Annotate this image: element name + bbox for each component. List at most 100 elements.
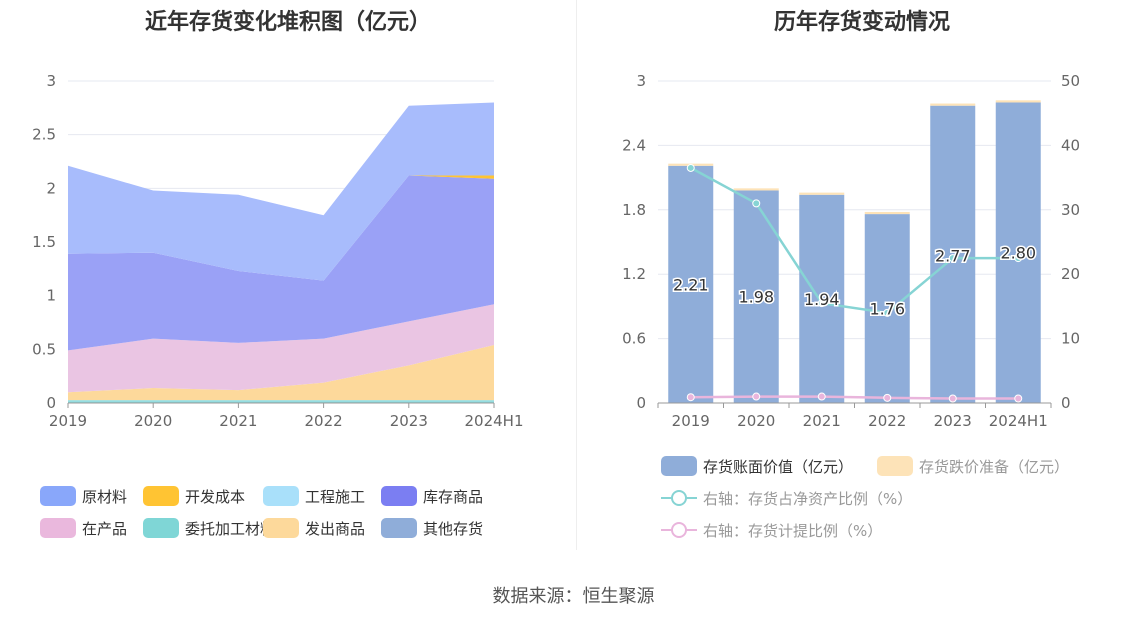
legend-swatch bbox=[381, 518, 417, 538]
legend-label: 工程施工 bbox=[305, 487, 366, 506]
line-point-1 bbox=[752, 392, 761, 401]
right-legend-item[interactable]: 存货跌价准备（亿元） bbox=[877, 455, 1069, 477]
line-point-0 bbox=[752, 199, 761, 208]
right-x-tick-label: 2021 bbox=[803, 412, 841, 430]
inventory-value-bar bbox=[668, 165, 714, 403]
bar-value-label: 2.77 bbox=[935, 247, 971, 266]
left-y-tick-label: 0 bbox=[46, 394, 56, 412]
legend-swatch bbox=[263, 486, 299, 506]
legend-swatch bbox=[381, 486, 417, 506]
bar-value-label: 1.76 bbox=[869, 300, 905, 319]
legend-swatch bbox=[143, 486, 179, 506]
right-left-y-tick-label: 0.6 bbox=[622, 330, 646, 348]
left-x-tick-label: 2020 bbox=[134, 412, 172, 430]
legend-swatch bbox=[263, 518, 299, 538]
line-point-1 bbox=[883, 393, 892, 402]
right-x-tick-label: 2023 bbox=[934, 412, 972, 430]
legend-label: 原材料 bbox=[82, 487, 128, 506]
right-right-y-tick-label: 30 bbox=[1061, 201, 1080, 219]
bar-value-label: 1.94 bbox=[804, 290, 840, 309]
line-point-0 bbox=[686, 163, 695, 172]
impairment-reserve-bar bbox=[864, 211, 910, 215]
right-right-y-tick-label: 50 bbox=[1061, 72, 1080, 90]
legend-label: 委托加工材料 bbox=[185, 519, 276, 538]
left-y-tick-label: 2 bbox=[46, 179, 56, 197]
right-legend-item[interactable]: 右轴：存货计提比例（%） bbox=[661, 519, 882, 541]
left-y-tick-label: 1.5 bbox=[32, 233, 56, 251]
right-legend-item[interactable]: 存货账面价值（亿元） bbox=[661, 455, 853, 477]
right-left-y-tick-label: 1.8 bbox=[622, 201, 646, 219]
legend-swatch bbox=[40, 486, 76, 506]
legend-swatch bbox=[661, 488, 697, 508]
impairment-reserve-bar bbox=[799, 192, 845, 195]
bar-value-label: 2.80 bbox=[1000, 243, 1036, 262]
right-x-tick-label: 2022 bbox=[868, 412, 906, 430]
legend-swatch bbox=[143, 518, 179, 538]
legend-label: 存货账面价值（亿元） bbox=[703, 457, 854, 476]
right-right-y-tick-label: 20 bbox=[1061, 265, 1080, 283]
left-x-tick-label: 2022 bbox=[305, 412, 343, 430]
legend-label: 库存商品 bbox=[423, 487, 484, 506]
left-x-tick-label: 2024H1 bbox=[465, 412, 524, 430]
bar-value-label: 1.98 bbox=[738, 288, 774, 307]
impairment-reserve-bar bbox=[930, 103, 976, 106]
stacked-area-chart: 0 0.5 1 1.5 2 2.5 3 2019 2020 2021 2022 2023 2024H1 bbox=[32, 72, 524, 430]
area-series-2 bbox=[68, 345, 494, 401]
right-chart-panel: 历年存货变动情况 0 0.6 1.2 1.8 2.4 3 0 10 20 30 40 50 2.21 1.… bbox=[577, 0, 1147, 560]
left-legend-item[interactable]: 委托加工材料 bbox=[143, 517, 275, 539]
impairment-reserve-bar bbox=[733, 188, 779, 191]
data-source-text: 数据来源：恒生聚源 bbox=[492, 586, 655, 607]
line-point-1 bbox=[686, 393, 695, 402]
line-point-0 bbox=[948, 254, 957, 263]
left-legend-item[interactable]: 工程施工 bbox=[263, 485, 365, 507]
right-chart-title: 历年存货变动情况 bbox=[773, 10, 950, 35]
left-chart-title: 近年存货变化堆积图（亿元） bbox=[144, 10, 431, 35]
inventory-value-bar bbox=[799, 194, 845, 403]
left-y-tick-label: 3 bbox=[46, 72, 56, 90]
line-point-0 bbox=[883, 308, 892, 317]
legend-label: 其他存货 bbox=[423, 519, 484, 538]
right-legend-item[interactable]: 右轴：存货占净资产比例（%） bbox=[661, 487, 912, 509]
impairment-reserve-bar bbox=[995, 100, 1041, 103]
left-legend-item[interactable]: 库存商品 bbox=[381, 485, 483, 507]
line-series-1 bbox=[690, 395, 1019, 400]
left-legend-item[interactable]: 发出商品 bbox=[263, 517, 365, 539]
area-series-7 bbox=[68, 102, 494, 281]
bar-value-label: 2.21 bbox=[673, 275, 709, 294]
right-x-tick-label: 2020 bbox=[737, 412, 775, 430]
left-legend-item[interactable]: 其他存货 bbox=[381, 517, 483, 539]
legend-label: 发出商品 bbox=[305, 519, 366, 538]
left-legend-item[interactable]: 在产品 bbox=[40, 517, 127, 539]
right-x-tick-label: 2019 bbox=[672, 412, 710, 430]
legend-label: 开发成本 bbox=[185, 487, 246, 506]
right-right-y-tick-label: 10 bbox=[1061, 330, 1080, 348]
right-left-y-tick-label: 3 bbox=[636, 72, 646, 90]
panel-divider bbox=[576, 0, 577, 550]
line-point-1 bbox=[948, 394, 957, 403]
inventory-value-bar bbox=[995, 102, 1041, 403]
left-y-tick-label: 2.5 bbox=[32, 126, 56, 144]
line-point-1 bbox=[817, 392, 826, 401]
line-point-0 bbox=[1014, 254, 1023, 263]
legend-swatch bbox=[877, 456, 913, 476]
left-x-tick-label: 2019 bbox=[49, 412, 87, 430]
legend-label: 存货跌价准备（亿元） bbox=[919, 457, 1070, 476]
left-chart-panel: 近年存货变化堆积图（亿元） 0 0.5 1 1.5 2 2.5 3 2019 2020 2021 2… bbox=[0, 0, 576, 560]
legend-label: 右轴：存货计提比例（%） bbox=[703, 521, 883, 540]
right-left-y-tick-label: 2.4 bbox=[622, 136, 646, 154]
right-right-y-tick-label: 40 bbox=[1061, 136, 1080, 154]
line-point-1 bbox=[1014, 394, 1023, 403]
inventory-value-bar bbox=[864, 214, 910, 403]
legend-label: 右轴：存货占净资产比例（%） bbox=[703, 489, 913, 508]
area-series-3 bbox=[68, 304, 494, 393]
left-legend-item[interactable]: 原材料 bbox=[40, 485, 127, 507]
left-y-tick-label: 1 bbox=[46, 287, 56, 305]
left-x-tick-label: 2021 bbox=[219, 412, 257, 430]
left-y-tick-label: 0.5 bbox=[32, 340, 56, 358]
left-legend-item[interactable]: 开发成本 bbox=[143, 485, 245, 507]
right-left-y-tick-label: 1.2 bbox=[622, 265, 646, 283]
right-left-y-tick-label: 0 bbox=[636, 394, 646, 412]
right-x-tick-label: 2024H1 bbox=[989, 412, 1048, 430]
legend-swatch bbox=[40, 518, 76, 538]
